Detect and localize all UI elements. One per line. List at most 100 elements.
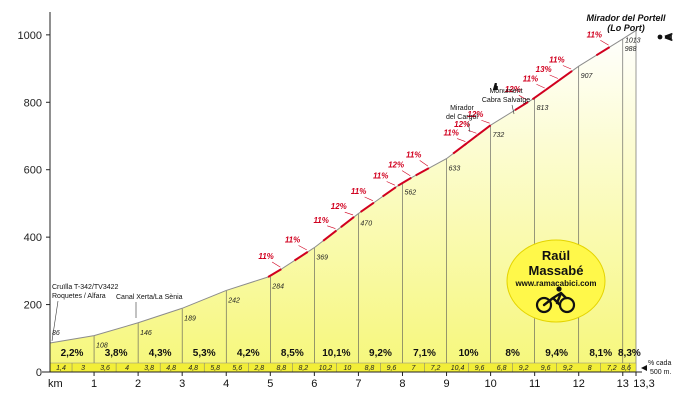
altitude-label: 732 bbox=[493, 132, 505, 139]
segment-dist-first: 10,2 bbox=[319, 365, 333, 372]
ramp-leader bbox=[401, 170, 411, 176]
ramp-segment bbox=[463, 134, 478, 147]
altitude-label: 470 bbox=[360, 221, 372, 228]
summit-label-line2: (Lo Port) bbox=[607, 23, 645, 33]
ramp-leader bbox=[457, 138, 466, 142]
altitude-label: 146 bbox=[140, 330, 152, 337]
cabra-label-line1: Monument bbox=[489, 88, 522, 95]
ramp-grade-label: 11% bbox=[258, 252, 273, 261]
ramp-leader bbox=[481, 119, 490, 124]
segment-dist-second: 8,2 bbox=[298, 365, 308, 372]
ramp-leader bbox=[344, 211, 354, 216]
ramp-grade-label: 11% bbox=[443, 129, 458, 138]
ramp-leader bbox=[549, 74, 559, 79]
y-tick-label: 600 bbox=[24, 165, 42, 177]
segment-dist-second: 7,2 bbox=[431, 365, 441, 372]
author-website: www.ramacabici.com bbox=[514, 279, 596, 288]
segment-dist-second: 7,2 bbox=[607, 365, 617, 372]
x-tick-label: 12 bbox=[573, 378, 585, 390]
distance-band: 1,4 3 3,6 4 3,8 4,8 4,8 5,8 5,6 2,8 8,8 8,2 10,2 10 8,… bbox=[49, 362, 637, 373]
rider-head bbox=[556, 286, 562, 292]
segment-grade: 7,1% bbox=[413, 348, 436, 359]
steep-ramps: 11%11%11%12%11%11%12%11%11%12%12%12%11%1… bbox=[258, 30, 611, 278]
cargol-label-line1: Mirador bbox=[450, 105, 474, 112]
segment-grade: 8,3% bbox=[618, 348, 641, 359]
ramp-grade-label: 12% bbox=[505, 85, 521, 94]
ramp-segment bbox=[558, 70, 573, 82]
ramp-grade-label: 13% bbox=[536, 65, 552, 74]
cabra-leader-line bbox=[511, 104, 515, 115]
segment-grade: 8% bbox=[505, 348, 520, 359]
x-tick-label: 3 bbox=[179, 378, 185, 390]
segment-dist-first: 8,8 bbox=[365, 365, 375, 372]
x-tick-label: 1 bbox=[91, 378, 97, 390]
ramp-segment bbox=[267, 268, 282, 278]
segment-dist-first: 10,4 bbox=[451, 365, 465, 372]
x-tick-label: 9 bbox=[443, 378, 449, 390]
ramp-leader bbox=[518, 94, 528, 101]
segment-dist-second: 9,6 bbox=[475, 365, 485, 372]
x-tick-label: 10 bbox=[484, 378, 496, 390]
altitude-label: 369 bbox=[316, 255, 328, 262]
x-tick-label: 13,3 bbox=[633, 378, 654, 390]
ramp-segment bbox=[595, 46, 611, 57]
segment-dist-second: 5,8 bbox=[210, 365, 220, 372]
ramp-grade-label: 11% bbox=[523, 74, 538, 83]
x-tick-label: 4 bbox=[223, 378, 229, 390]
altitude-label: 562 bbox=[404, 190, 416, 197]
ramp-grade-label: 11% bbox=[313, 216, 328, 225]
start-leader-line bbox=[51, 300, 59, 342]
km-dividers bbox=[93, 30, 637, 372]
ramp-grade-label: 11% bbox=[351, 187, 366, 196]
segment-dist-first: 6,8 bbox=[497, 365, 507, 372]
segment-dist-first: 8 bbox=[588, 365, 592, 372]
altitude-label: 284 bbox=[271, 283, 284, 290]
ramp-segment bbox=[322, 229, 338, 242]
segment-dist-first: 3,6 bbox=[100, 365, 110, 372]
segment-dist-second: 3 bbox=[81, 365, 85, 372]
rider-body bbox=[542, 291, 568, 307]
author-name-line2: Massabé bbox=[529, 263, 584, 278]
ramp-leader bbox=[536, 83, 545, 89]
ramp-grade-label: 11% bbox=[373, 171, 388, 180]
ramp-segment bbox=[360, 201, 375, 213]
annotations: Cruïlla T-342/TV3422 Roquetes / Alfara C… bbox=[51, 13, 673, 376]
altitude-label: 633 bbox=[449, 166, 461, 173]
ramp-segment bbox=[293, 251, 309, 262]
ramp-leader bbox=[386, 181, 395, 186]
ramp-segment bbox=[397, 176, 412, 187]
ramp-segment bbox=[382, 186, 397, 198]
ramp-segment bbox=[415, 167, 430, 177]
segment-grade: 2,2% bbox=[61, 348, 84, 359]
ramp-leader bbox=[419, 160, 429, 167]
segment-grade: 10,1% bbox=[322, 348, 350, 359]
ramp-leader bbox=[327, 225, 336, 229]
segment-dist-first: 8,6 bbox=[621, 365, 631, 372]
bike-wheel bbox=[535, 296, 553, 314]
start-label-line2: Roquetes / Alfara bbox=[52, 293, 106, 300]
y-tick-label: 0 bbox=[36, 367, 42, 379]
segment-grade: 9,4% bbox=[545, 348, 568, 359]
ramp-leader bbox=[600, 40, 609, 46]
ramp-grade-label: 12% bbox=[388, 161, 404, 170]
badge-ellipse bbox=[506, 239, 606, 323]
cargol-leader-line bbox=[467, 121, 471, 133]
cabra-label-line2: Cabra Salvatge bbox=[482, 97, 530, 104]
segment-dist-second: 2,8 bbox=[253, 365, 264, 372]
segment-dist-second: 10 bbox=[344, 365, 352, 372]
ramp-leader bbox=[562, 65, 572, 70]
ramp-segment bbox=[340, 216, 355, 228]
ramp-segment bbox=[514, 101, 529, 112]
x-tick-label: 2 bbox=[135, 378, 141, 390]
ramp-grade-label: 11% bbox=[587, 30, 602, 39]
x-tick-label: 11 bbox=[529, 378, 540, 390]
y-tick-label: 200 bbox=[24, 300, 42, 312]
ramp-grade-label: 12% bbox=[454, 120, 470, 129]
altitude-label: 108 bbox=[96, 343, 108, 350]
segment-grade: 5,3% bbox=[193, 348, 216, 359]
altitude-label: 988 bbox=[625, 46, 637, 53]
y-tick-label: 400 bbox=[24, 232, 42, 244]
ramp-grade-label: 12% bbox=[467, 110, 483, 119]
